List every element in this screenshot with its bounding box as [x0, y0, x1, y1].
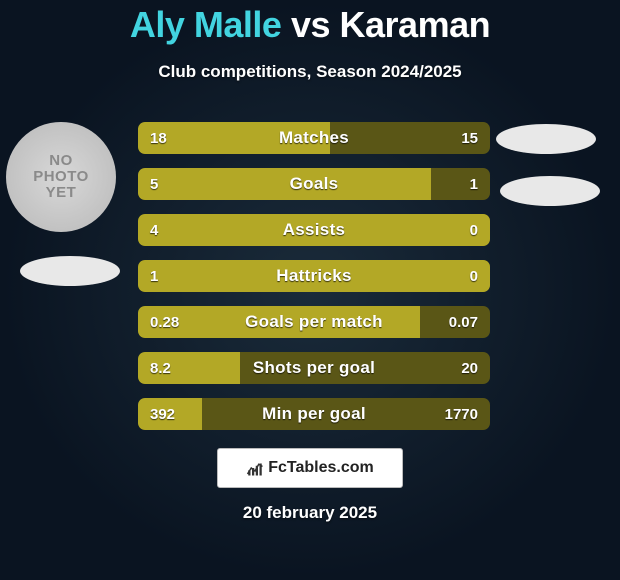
- stat-right-value: 0.07: [449, 306, 478, 338]
- stat-bar: 4Assists0: [138, 214, 490, 246]
- player1-team-badge: [20, 256, 120, 286]
- stat-bar: 8.2Shots per goal20: [138, 352, 490, 384]
- stat-label: Goals per match: [138, 306, 490, 338]
- stat-right-value: 0: [470, 260, 478, 292]
- stat-label: Hattricks: [138, 260, 490, 292]
- stat-right-value: 15: [461, 122, 478, 154]
- stat-bar: 18Matches15: [138, 122, 490, 154]
- stat-label: Goals: [138, 168, 490, 200]
- stats-bars-region: 18Matches155Goals14Assists01Hattricks00.…: [138, 122, 490, 444]
- stat-bar: 392Min per goal1770: [138, 398, 490, 430]
- stat-bar: 0.28Goals per match0.07: [138, 306, 490, 338]
- stat-label: Shots per goal: [138, 352, 490, 384]
- subtitle: Club competitions, Season 2024/2025: [0, 62, 620, 82]
- player2-team-badge-bottom: [500, 176, 600, 206]
- stat-label: Assists: [138, 214, 490, 246]
- branding-box: FcTables.com: [217, 448, 403, 488]
- player2-team-badge-top: [496, 124, 596, 154]
- stat-label: Min per goal: [138, 398, 490, 430]
- stat-right-value: 20: [461, 352, 478, 384]
- stat-right-value: 1770: [445, 398, 478, 430]
- footer-date: 20 february 2025: [0, 503, 620, 523]
- stat-bar: 5Goals1: [138, 168, 490, 200]
- title-player2: Karaman: [340, 4, 491, 45]
- title-vs: vs: [291, 4, 330, 45]
- bar-chart-icon: [246, 459, 264, 477]
- stat-right-value: 1: [470, 168, 478, 200]
- branding-text: FcTables.com: [268, 459, 374, 477]
- page-title: Aly Malle vs Karaman: [0, 0, 620, 46]
- stat-label: Matches: [138, 122, 490, 154]
- player1-photo-placeholder: NO PHOTO YET: [6, 122, 116, 232]
- no-photo-text: NO PHOTO YET: [33, 153, 89, 200]
- stat-bar: 1Hattricks0: [138, 260, 490, 292]
- stat-right-value: 0: [470, 214, 478, 246]
- title-player1: Aly Malle: [130, 4, 282, 45]
